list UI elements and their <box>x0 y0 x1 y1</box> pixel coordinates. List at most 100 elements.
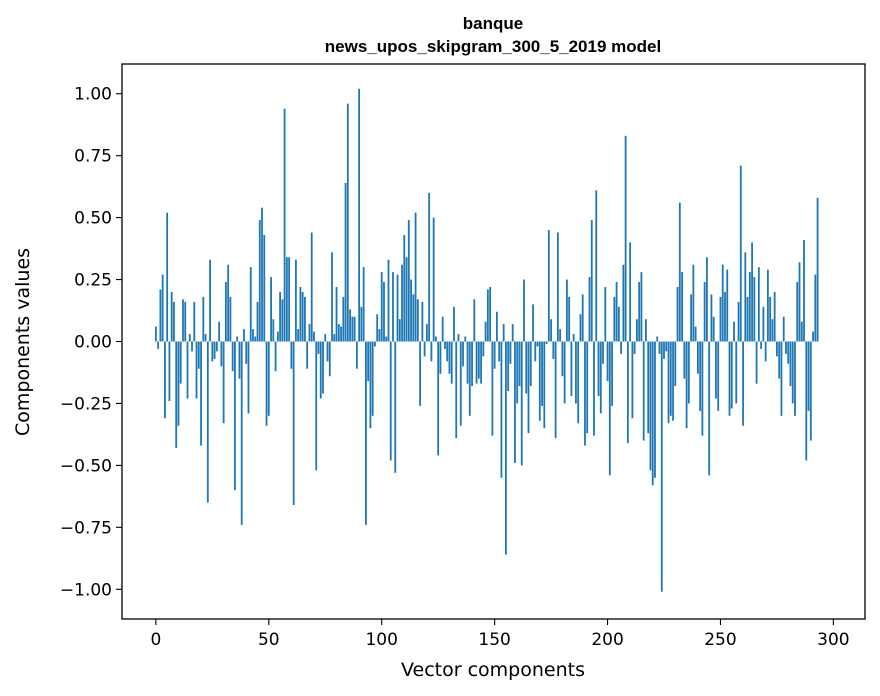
bar-183 <box>568 296 571 342</box>
bar-201 <box>608 341 611 476</box>
bar-163 <box>523 279 525 342</box>
bar-8 <box>173 301 175 342</box>
bar-260 <box>742 341 744 426</box>
y-tick-label: −0.25 <box>60 394 112 414</box>
x-tick-label: 250 <box>704 630 736 650</box>
bar-215 <box>640 272 643 342</box>
bar-173 <box>545 341 548 344</box>
bar-13 <box>184 301 187 342</box>
bar-237 <box>690 294 693 342</box>
x-axis: 0 50 100 150 200 250 300 <box>150 619 850 650</box>
bar-150 <box>493 341 496 369</box>
y-tick-label: 0.50 <box>74 209 112 229</box>
x-axis-label: Vector components <box>401 659 585 681</box>
bar-198 <box>602 341 604 364</box>
y-tick-label: 0.25 <box>74 271 112 291</box>
bar-69 <box>310 232 313 342</box>
bar-195 <box>595 190 598 342</box>
bar-199 <box>604 286 607 342</box>
bar-88 <box>353 316 356 342</box>
bar-48 <box>263 234 266 342</box>
bar-29 <box>220 341 223 367</box>
bar-271 <box>766 269 769 342</box>
bar-83 <box>342 296 345 342</box>
bar-174 <box>547 230 550 342</box>
bar-9 <box>175 341 178 449</box>
bar-268 <box>760 341 763 349</box>
bar-7 <box>170 291 173 342</box>
bar-135 <box>459 341 462 426</box>
bar-238 <box>692 264 695 342</box>
bar-120 <box>425 324 428 342</box>
bar-232 <box>678 202 681 342</box>
bar-213 <box>636 319 638 342</box>
bar-85 <box>346 103 349 342</box>
bar-185 <box>572 334 575 342</box>
bar-79 <box>333 334 336 342</box>
bar-113 <box>410 279 412 342</box>
bar-109 <box>401 264 403 342</box>
y-tick-label: 0.75 <box>74 147 112 167</box>
bar-162 <box>520 341 523 466</box>
bar-278 <box>782 316 785 342</box>
bar-23 <box>206 341 209 503</box>
bar-184 <box>570 341 573 397</box>
y-tick-label: −0.50 <box>60 456 112 476</box>
bar-17 <box>193 301 196 342</box>
bar-205 <box>617 306 620 342</box>
bar-92 <box>362 267 365 342</box>
bar-28 <box>218 321 221 342</box>
bar-243 <box>703 282 706 342</box>
bar-287 <box>803 239 805 342</box>
bar-257 <box>735 341 738 404</box>
chart-title: banque <box>463 14 523 33</box>
bar-220 <box>651 341 654 486</box>
bar-30 <box>222 341 225 424</box>
bar-99 <box>378 329 381 342</box>
bar-280 <box>787 341 790 364</box>
bar-270 <box>764 341 767 362</box>
y-axis-label: Components values <box>12 248 34 436</box>
bar-172 <box>543 341 546 429</box>
bar-289 <box>807 341 810 411</box>
bar-1 <box>157 341 160 349</box>
bar-102 <box>385 336 388 342</box>
bar-74 <box>322 341 324 394</box>
bar-225 <box>663 341 665 359</box>
bar-153 <box>500 341 503 478</box>
bar-87 <box>351 316 354 342</box>
bar-95 <box>369 341 372 429</box>
bar-263 <box>748 272 751 342</box>
bar-202 <box>611 341 613 406</box>
bar-229 <box>672 341 674 421</box>
bar-84 <box>344 182 347 342</box>
x-tick-label: 150 <box>478 630 510 650</box>
bar-211 <box>631 341 634 419</box>
bar-19 <box>197 341 200 369</box>
bar-6 <box>168 341 171 401</box>
bar-75 <box>324 334 327 342</box>
bar-152 <box>498 341 501 362</box>
bar-119 <box>423 341 426 357</box>
bar-series <box>154 88 819 592</box>
bar-176 <box>552 341 555 359</box>
bar-226 <box>665 341 668 352</box>
bar-27 <box>215 341 218 352</box>
bar-182 <box>565 279 568 342</box>
bar-277 <box>780 341 783 416</box>
bar-96 <box>371 341 374 416</box>
bar-239 <box>694 326 697 342</box>
bar-200 <box>606 341 609 382</box>
bar-118 <box>421 301 424 342</box>
bar-291 <box>812 331 814 342</box>
bar-123 <box>432 217 435 342</box>
bar-283 <box>794 341 796 416</box>
bar-34 <box>231 341 234 372</box>
bar-157 <box>509 341 512 364</box>
bar-158 <box>511 324 514 342</box>
bar-51 <box>270 277 272 342</box>
bar-100 <box>380 272 383 342</box>
bar-187 <box>577 341 580 424</box>
bar-264 <box>751 242 753 342</box>
